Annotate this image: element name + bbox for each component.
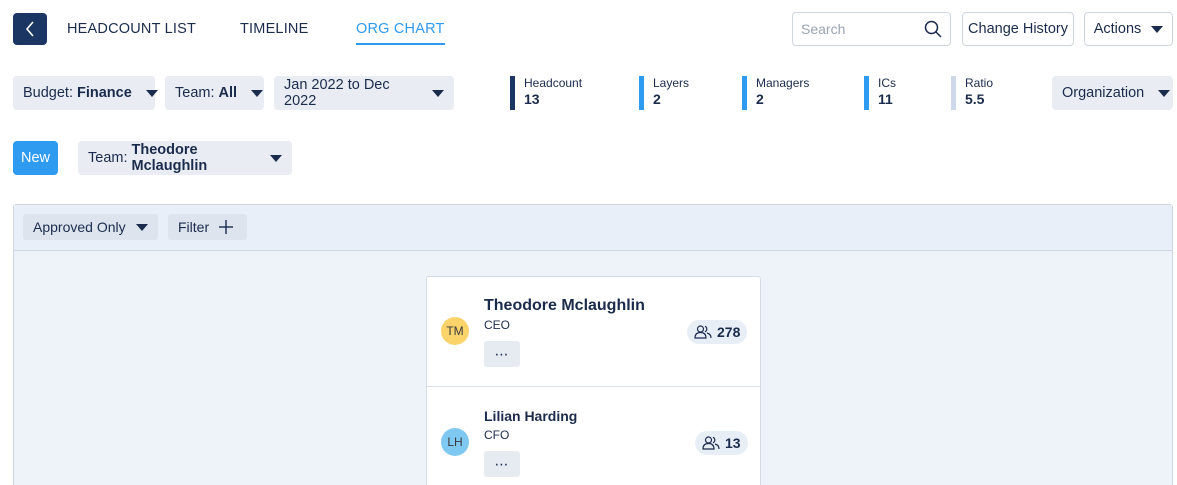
avatar: TM — [441, 317, 469, 345]
budget-value: Finance — [77, 85, 132, 101]
budget-select[interactable]: Budget: Finance — [13, 76, 158, 110]
new-button[interactable]: New — [13, 141, 58, 175]
more-options-button[interactable]: ⋯ — [484, 451, 520, 477]
caret-down-icon — [432, 89, 444, 97]
stat-value: 2 — [653, 91, 661, 107]
stat-ics: ICs 11 — [864, 76, 896, 110]
person-role: CFO — [484, 428, 510, 442]
stat-label: Headcount — [524, 76, 583, 90]
stat-value: 11 — [878, 91, 893, 107]
tab-timeline[interactable]: TIMELINE — [240, 21, 309, 37]
people-icon — [694, 325, 712, 339]
chevron-left-icon — [25, 21, 34, 37]
team-prefix: Team: — [175, 85, 215, 101]
caret-down-icon — [145, 89, 158, 97]
tab-org-chart[interactable]: ORG CHART — [356, 21, 445, 45]
reports-count: 13 — [725, 435, 741, 451]
org-card: TM Theodore Mclaughlin CEO ⋯ 278 LH Lili… — [426, 276, 761, 485]
back-button[interactable] — [13, 13, 47, 45]
caret-down-icon — [1151, 25, 1164, 33]
team-filter-select[interactable]: Team: All — [165, 76, 264, 110]
reports-count: 278 — [717, 324, 741, 340]
approved-only-select[interactable]: Approved Only — [23, 214, 158, 240]
stat-label: Managers — [756, 76, 810, 90]
stat-headcount: Headcount 13 — [510, 76, 582, 110]
organization-select[interactable]: Organization — [1052, 76, 1173, 110]
change-history-button[interactable]: Change History — [962, 12, 1074, 46]
date-range-value: Jan 2022 to Dec 2022 — [284, 77, 390, 109]
stat-value: 5.5 — [965, 91, 985, 107]
budget-prefix: Budget: — [23, 85, 73, 101]
search-input[interactable] — [801, 21, 921, 37]
reports-count-badge[interactable]: 13 — [695, 431, 748, 455]
stat-value: 2 — [756, 91, 764, 107]
people-icon — [702, 436, 720, 450]
stat-ratio: Ratio 5.5 — [951, 76, 993, 110]
date-range-select[interactable]: Jan 2022 to Dec 2022 — [274, 76, 454, 110]
org-chart-toolbar: Approved Only Filter — [14, 205, 1172, 251]
plus-icon — [219, 220, 234, 234]
team-select[interactable]: Team: Theodore Mclaughlin — [78, 141, 292, 175]
search-icon[interactable] — [924, 20, 942, 38]
more-options-button[interactable]: ⋯ — [484, 341, 520, 367]
approved-only-label: Approved Only — [33, 219, 126, 235]
actions-label: Actions — [1093, 21, 1142, 37]
change-history-label: Change History — [968, 21, 1068, 37]
caret-down-icon — [135, 223, 148, 231]
stat-label: Ratio — [965, 76, 994, 90]
card-divider — [427, 386, 760, 387]
avatar: LH — [441, 428, 469, 456]
actions-button[interactable]: Actions — [1084, 12, 1173, 46]
organization-value: Organization — [1062, 85, 1145, 101]
caret-down-icon — [270, 154, 282, 162]
tab-headcount-list[interactable]: HEADCOUNT LIST — [67, 21, 197, 37]
stat-label: Layers — [653, 76, 690, 90]
filter-label: Filter — [178, 219, 210, 235]
team-select-value: Theodore Mclaughlin — [131, 142, 208, 174]
person-name[interactable]: Lilian Harding — [484, 408, 578, 424]
stat-value: 13 — [524, 91, 540, 107]
team-select-prefix: Team: — [88, 150, 128, 166]
filter-button[interactable]: Filter — [168, 214, 247, 240]
caret-down-icon — [1158, 89, 1171, 97]
stat-layers: Layers 2 — [639, 76, 689, 110]
stat-label: ICs — [878, 76, 896, 90]
search-box — [792, 12, 951, 46]
team-value: All — [218, 85, 238, 101]
caret-down-icon — [251, 89, 264, 97]
person-role: CEO — [484, 318, 511, 332]
stat-managers: Managers 2 — [742, 76, 809, 110]
reports-count-badge[interactable]: 278 — [687, 320, 748, 344]
person-name[interactable]: Theodore Mclaughlin — [484, 297, 645, 314]
